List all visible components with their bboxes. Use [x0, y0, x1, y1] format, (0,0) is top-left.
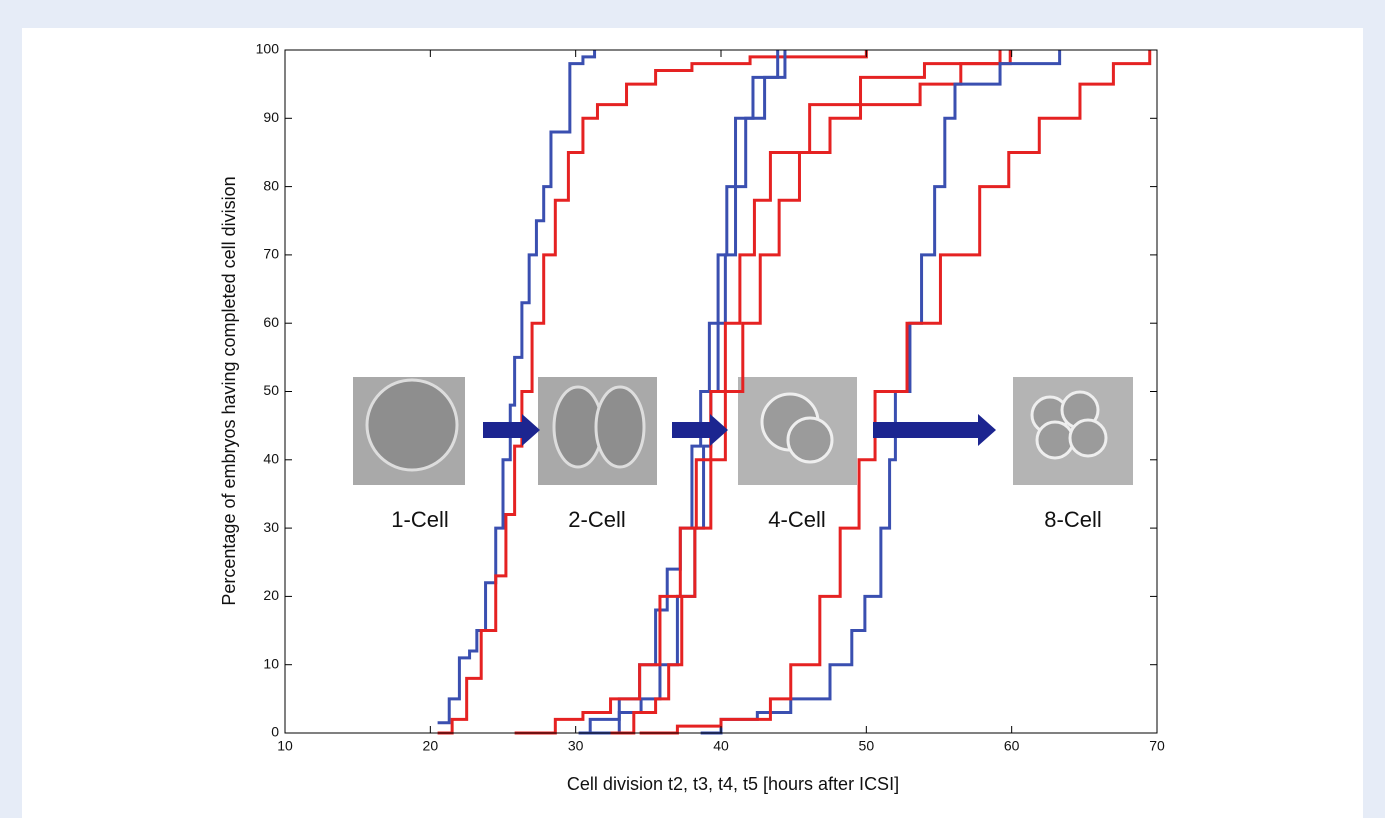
stage-label: 1-Cell	[391, 507, 448, 532]
x-tick-label: 50	[859, 738, 875, 754]
y-tick-label: 80	[263, 177, 279, 193]
y-tick-label: 60	[263, 314, 279, 330]
arrow	[672, 414, 728, 446]
y-tick-label: 50	[263, 382, 279, 398]
embryo-cell	[1068, 418, 1108, 458]
y-tick-label: 20	[263, 587, 279, 603]
embryo-cell	[594, 385, 646, 469]
x-tick-label: 30	[568, 738, 584, 754]
cumulative-curve	[610, 50, 1012, 735]
y-tick-label: 90	[263, 109, 279, 125]
stage-label: 8-Cell	[1044, 507, 1101, 532]
arrows	[483, 414, 996, 446]
embryo-cell	[1035, 420, 1075, 460]
cumulative-curve	[700, 50, 1062, 735]
cumulative-curve	[639, 50, 1152, 735]
curves	[437, 50, 1152, 735]
y-tick-label: 40	[263, 451, 279, 467]
x-tick-label: 10	[277, 738, 293, 754]
x-tick-label: 40	[713, 738, 729, 754]
cumulative-curve	[437, 50, 597, 725]
y-tick-label: 30	[263, 519, 279, 535]
y-tick-label: 100	[256, 41, 280, 57]
embryo-cell	[365, 378, 459, 472]
x-tick-label: 20	[423, 738, 439, 754]
cumulative-curve	[437, 50, 868, 735]
stage-label: 4-Cell	[768, 507, 825, 532]
stage-label: 2-Cell	[568, 507, 625, 532]
embryo-cell	[786, 416, 834, 464]
y-axis-label: Percentage of embryos having completed c…	[219, 176, 239, 605]
arrow	[483, 414, 540, 446]
x-tick-label: 60	[1004, 738, 1020, 754]
y-tick-label: 70	[263, 246, 279, 262]
x-tick-label: 70	[1149, 738, 1165, 754]
y-tick-label: 0	[271, 724, 279, 740]
x-axis-label: Cell division t2, t3, t4, t5 [hours afte…	[567, 774, 899, 794]
y-tick-label: 10	[263, 655, 279, 671]
stage-images	[353, 377, 1133, 485]
arrow	[873, 414, 996, 446]
cumulative-curve	[514, 50, 1002, 735]
